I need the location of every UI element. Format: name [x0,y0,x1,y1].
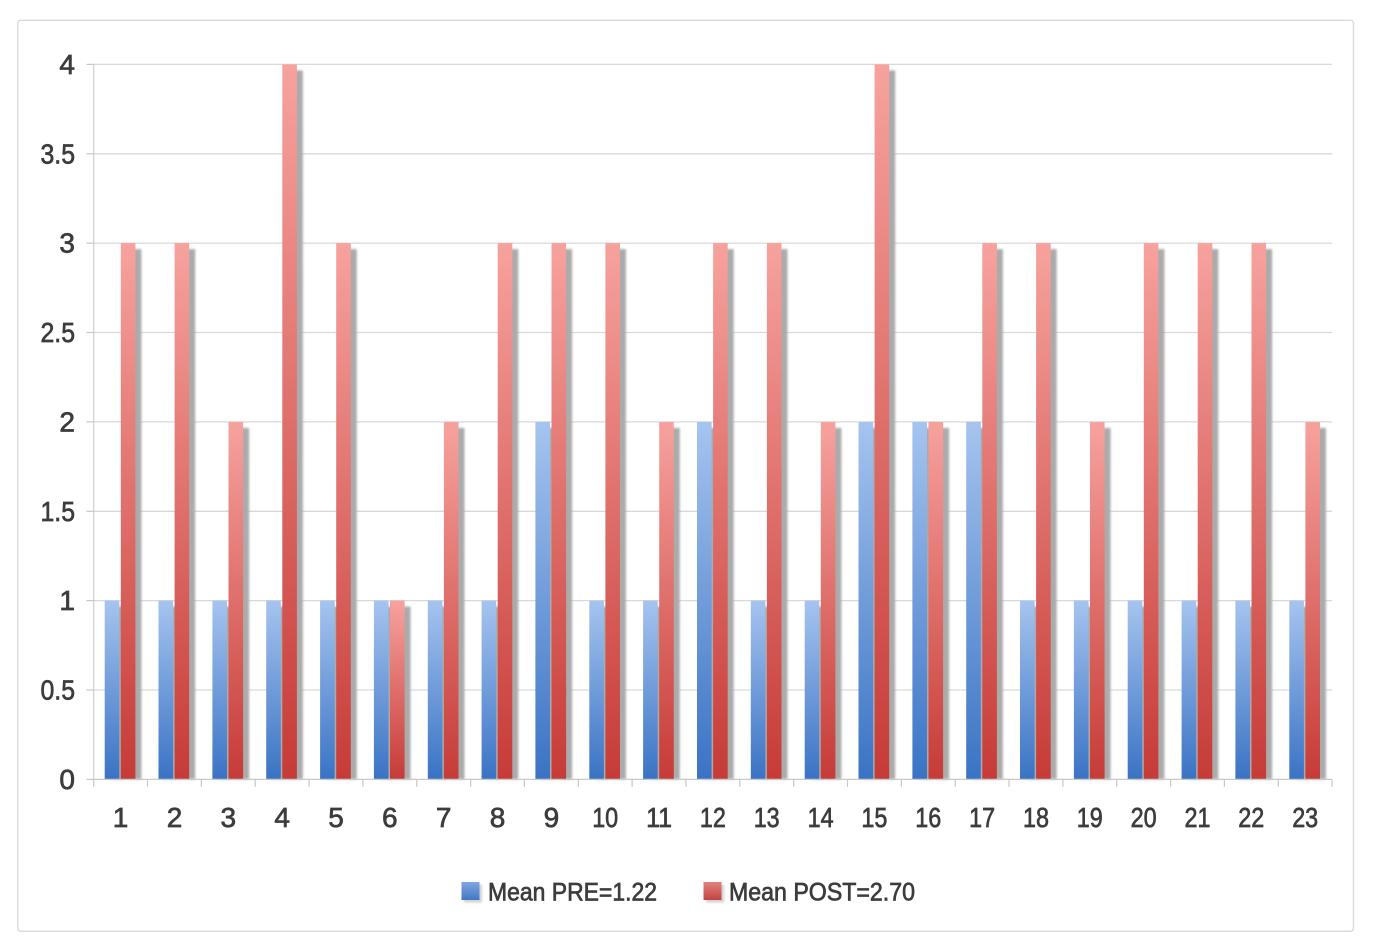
svg-text:5: 5 [328,802,344,833]
svg-text:2: 2 [167,802,183,833]
svg-text:15: 15 [861,802,887,833]
svg-text:Mean POST=2.70: Mean POST=2.70 [729,879,915,907]
svg-text:3: 3 [59,228,75,259]
svg-text:0.5: 0.5 [41,675,76,706]
svg-text:Mean PRE=1.22: Mean PRE=1.22 [488,879,657,907]
svg-text:1: 1 [59,585,75,616]
svg-text:4: 4 [274,802,290,833]
svg-text:16: 16 [915,802,941,833]
svg-text:9: 9 [544,802,560,833]
svg-text:4: 4 [59,49,75,80]
svg-text:1: 1 [113,802,129,833]
svg-text:14: 14 [808,802,834,833]
svg-text:20: 20 [1131,802,1157,833]
svg-text:7: 7 [436,802,452,833]
svg-text:10: 10 [592,802,618,833]
svg-text:22: 22 [1238,802,1264,833]
svg-text:2: 2 [59,406,75,437]
svg-text:19: 19 [1077,802,1103,833]
svg-text:17: 17 [969,802,995,833]
svg-text:6: 6 [382,802,398,833]
svg-text:0: 0 [59,764,75,795]
svg-text:23: 23 [1292,802,1318,833]
svg-text:12: 12 [700,802,726,833]
svg-text:21: 21 [1185,802,1211,833]
svg-text:13: 13 [754,802,780,833]
svg-text:1.5: 1.5 [41,496,76,527]
svg-text:8: 8 [490,802,506,833]
svg-text:3: 3 [221,802,237,833]
svg-text:11: 11 [646,802,672,833]
svg-text:3.5: 3.5 [41,138,76,169]
svg-text:18: 18 [1023,802,1049,833]
svg-text:2.5: 2.5 [41,317,76,348]
